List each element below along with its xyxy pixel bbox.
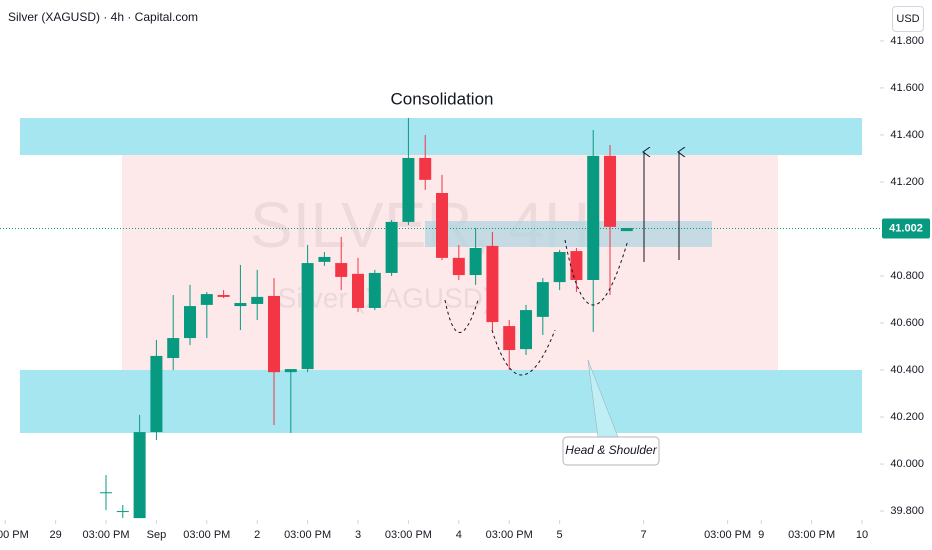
candle-body xyxy=(419,157,432,180)
x-tick-label: 7 xyxy=(641,529,647,541)
head-curve xyxy=(491,329,556,376)
x-tick-label: 03:00 PM xyxy=(486,529,533,541)
candle-body xyxy=(116,511,129,513)
x-tick-label: 03:00 PM xyxy=(0,529,29,541)
candle-body xyxy=(503,326,516,351)
x-tick-label: 2 xyxy=(254,529,260,541)
candle-body xyxy=(100,492,113,494)
x-tick-label: 03:00 PM xyxy=(788,529,835,541)
candle-body xyxy=(402,157,415,222)
candle-body xyxy=(536,282,549,317)
candle-body xyxy=(133,432,146,519)
candle-body xyxy=(251,296,264,304)
y-tick-label: 41.200 xyxy=(890,176,924,188)
x-tick-label: 03:00 PM xyxy=(385,529,432,541)
last-price-box xyxy=(882,218,930,239)
symbol-header: Silver (XAGUSD) · 4h · Capital.com xyxy=(8,10,199,24)
candle-body xyxy=(570,251,583,280)
candle-body xyxy=(436,193,449,258)
candle-body xyxy=(553,252,566,283)
candle-body xyxy=(604,155,617,227)
x-tick-label: 4 xyxy=(456,529,462,541)
candle-body xyxy=(587,155,600,280)
y-tick-label: 40.200 xyxy=(890,411,924,423)
candle-body xyxy=(268,295,281,373)
candle-body xyxy=(234,303,247,307)
candle-body xyxy=(520,310,533,350)
candle-body xyxy=(452,257,465,276)
candle-body xyxy=(217,295,230,297)
candle-body xyxy=(318,256,331,262)
consolidation-box xyxy=(122,155,778,370)
y-tick-label: 40.400 xyxy=(890,364,924,376)
right-shoulder-curve xyxy=(564,239,629,306)
x-tick-label: 5 xyxy=(557,529,563,541)
x-tick-label: 10 xyxy=(856,529,868,541)
candle-body xyxy=(368,272,381,308)
y-tick-label: 40.800 xyxy=(890,270,924,282)
y-tick-label: 40.000 xyxy=(890,458,924,470)
support-zone xyxy=(20,370,862,433)
candle-body xyxy=(469,248,482,276)
x-tick-label: 03:00 PM xyxy=(704,529,751,541)
candle-body xyxy=(284,369,297,373)
x-tick-label: 3 xyxy=(355,529,361,541)
candle-body xyxy=(184,306,197,339)
x-tick-label: 03:00 PM xyxy=(82,529,129,541)
x-tick-label: Sep xyxy=(147,529,167,541)
last-price-label: 41.002 xyxy=(889,222,923,234)
x-tick-label: 29 xyxy=(49,529,61,541)
price-axis xyxy=(880,0,932,550)
callout-box xyxy=(562,436,660,466)
callout-text: Head & Shoulder xyxy=(565,443,657,457)
x-tick-label: 03:00 PM xyxy=(183,529,230,541)
candle-body xyxy=(352,273,365,308)
y-tick-label: 41.800 xyxy=(890,35,924,47)
candle-body xyxy=(167,338,180,359)
candle-body xyxy=(301,263,314,370)
left-shoulder-curve xyxy=(444,299,479,333)
candle-body xyxy=(620,228,633,232)
y-tick-label: 41.600 xyxy=(890,82,924,94)
y-tick-label: 39.800 xyxy=(890,505,924,517)
candle-body xyxy=(150,355,163,433)
y-tick-label: 40.600 xyxy=(890,317,924,329)
y-tick-label: 41.400 xyxy=(890,129,924,141)
currency-button[interactable]: USD xyxy=(892,6,924,32)
candle-body xyxy=(385,221,398,273)
candle-body xyxy=(200,294,213,305)
x-tick-label: 03:00 PM xyxy=(284,529,331,541)
chart-title: Consolidation xyxy=(390,89,493,108)
resistance-zone xyxy=(20,118,862,155)
x-tick-label: 9 xyxy=(758,529,764,541)
candle-body xyxy=(335,263,348,277)
neckline-box xyxy=(425,221,712,247)
candle-body xyxy=(486,245,499,323)
